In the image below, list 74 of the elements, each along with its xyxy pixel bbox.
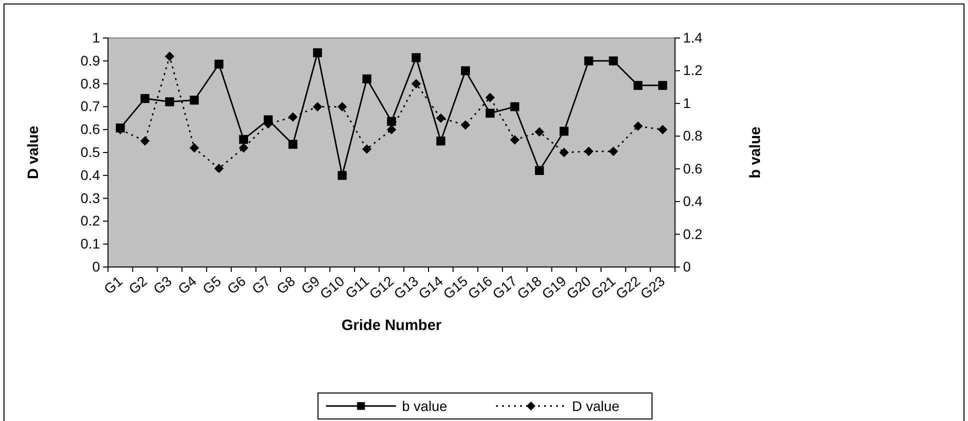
point — [214, 164, 224, 174]
y2-axis-title: b value — [747, 126, 764, 178]
point — [338, 170, 347, 180]
point — [485, 92, 495, 102]
y2-tick-label: 0.6 — [683, 160, 703, 176]
point — [288, 112, 298, 122]
point — [436, 136, 446, 146]
x-tick-label: G4 — [174, 272, 200, 298]
y-tick-label: 0.4 — [80, 166, 100, 183]
x-tick-label: G7 — [248, 272, 274, 298]
point — [510, 135, 520, 145]
point — [362, 144, 372, 154]
point — [140, 94, 150, 103]
point — [190, 96, 199, 105]
x-axis-title: Gride Number — [341, 317, 442, 334]
point — [608, 56, 618, 66]
point — [362, 74, 372, 84]
y-tick-label: 0.1 — [80, 236, 100, 252]
point — [190, 143, 200, 153]
point — [165, 97, 174, 106]
y-tick-label: 0.8 — [80, 75, 100, 92]
y-tick-label: 0.2 — [80, 212, 100, 229]
point — [436, 113, 446, 123]
point — [559, 148, 569, 158]
y-tick-label: 0.5 — [80, 144, 100, 160]
point — [164, 52, 174, 62]
y-axis-title: D value — [25, 126, 42, 180]
point — [460, 66, 470, 76]
point — [313, 48, 322, 58]
point — [510, 102, 520, 112]
point — [584, 146, 594, 156]
x-tick-label: G5 — [199, 272, 224, 298]
y2-tick-label: 0 — [683, 258, 691, 274]
x-tick-label: G1 — [100, 272, 126, 298]
point — [288, 140, 298, 149]
y-tick-label: 0.9 — [80, 52, 100, 68]
point — [534, 166, 544, 175]
point — [337, 102, 347, 112]
point — [560, 126, 569, 136]
y2-tick-label: 1.4 — [683, 29, 703, 46]
point — [486, 108, 495, 118]
point — [214, 60, 224, 69]
point — [312, 102, 322, 112]
y2-tick-label: 1.2 — [683, 62, 703, 78]
x-tick-label: G8 — [273, 272, 298, 298]
y-tick-label: 1 — [92, 29, 100, 46]
point — [634, 80, 642, 90]
y-tick-label: 0 — [92, 258, 100, 274]
point — [658, 124, 668, 134]
point — [608, 146, 618, 156]
y2-tick-label: 1 — [683, 94, 691, 111]
point — [238, 143, 248, 153]
point — [140, 136, 150, 146]
y-tick-label: 0.3 — [80, 190, 100, 206]
point — [387, 116, 396, 126]
point — [584, 56, 594, 66]
point — [633, 121, 643, 131]
point — [239, 134, 248, 144]
point — [658, 80, 668, 90]
point — [386, 124, 396, 134]
y2-tick-label: 0.4 — [683, 193, 703, 210]
x-tick-label: G2 — [125, 272, 150, 298]
point — [412, 53, 421, 62]
y-tick-label: 0.6 — [80, 121, 100, 138]
y-tick-label: 0.7 — [80, 98, 100, 114]
legend-label: b value — [402, 398, 448, 414]
point — [460, 120, 470, 130]
x-tick-label: G3 — [150, 272, 175, 298]
x-tick-label: G6 — [224, 272, 249, 298]
y2-tick-label: 0.2 — [683, 226, 703, 242]
point — [534, 127, 544, 137]
point — [411, 79, 421, 89]
legend-label: D value — [572, 398, 620, 414]
y2-tick-label: 0.8 — [683, 128, 703, 144]
